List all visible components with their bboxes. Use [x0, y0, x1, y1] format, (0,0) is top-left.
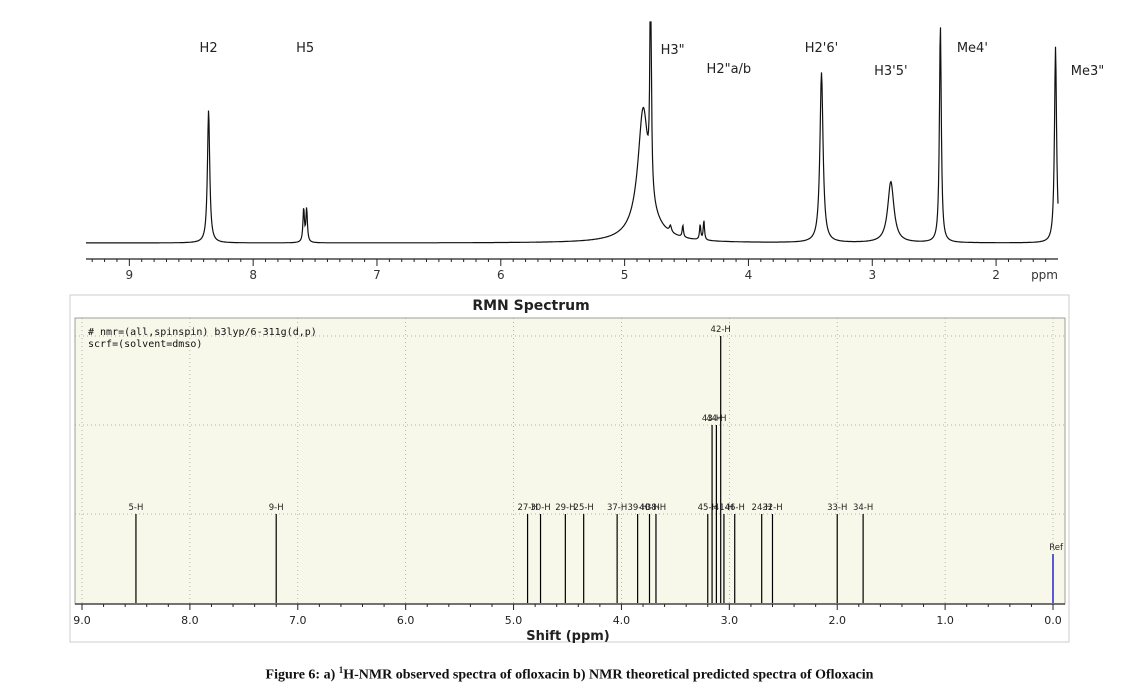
peak-label: Ref	[1049, 543, 1064, 553]
predicted-plot-area	[74, 317, 1066, 605]
caption-prefix: Figure 6: a)	[265, 667, 339, 683]
peak-label: H2"a/b	[707, 62, 752, 77]
peak-label: 38-H	[646, 503, 666, 513]
peak-label: H2'6'	[805, 41, 838, 56]
peak-label: 46-H	[725, 503, 745, 513]
peak-label: Me4'	[957, 41, 988, 56]
peak-label: 41-H	[714, 503, 734, 513]
caption-text: H-NMR observed spectra of ofloxacin b) N…	[343, 667, 874, 683]
peak-label: 5-H	[129, 503, 144, 513]
predicted-x-axis-label: Shift (ppm)	[526, 629, 610, 644]
tick-label: 9	[126, 268, 134, 282]
peak-label: Me3"	[1071, 64, 1104, 79]
tick-label: 9.0	[73, 614, 91, 627]
peak-label: 29-H	[555, 503, 575, 513]
peak-label: 45-H	[698, 503, 718, 513]
peak-label: 25-H	[574, 503, 594, 513]
predicted-grid	[75, 318, 1065, 604]
tick-label: 1.0	[936, 614, 954, 627]
tick-label: 5.0	[505, 614, 523, 627]
peak-label: H2	[200, 41, 218, 56]
tick-label: 2	[992, 268, 1000, 282]
peak-label: 33-H	[827, 503, 847, 513]
tick-label: 7.0	[289, 614, 307, 627]
predicted-peaks: 5-H 9-H 27-H30-H 29-H25-H 37-H 39-H40-H38-H 45…	[129, 325, 1064, 603]
peak-label: H3'5'	[874, 64, 907, 79]
figure-caption: Figure 6: a) 1H-NMR observed spectra of …	[0, 665, 1139, 684]
tick-label: 4	[745, 268, 753, 282]
peak-label: 32-H	[762, 503, 782, 513]
peak-label: 42-H	[711, 325, 731, 335]
tick-label: 3.0	[721, 614, 739, 627]
observed-peak-labels: H2 H5 H3" H2"a/b H2'6' H3'5' Me4' Me3"	[200, 41, 1105, 79]
observed-x-ticks: 9 8 7 6 5 4 3 2	[91, 259, 1047, 282]
tick-label: 4.0	[613, 614, 631, 627]
peak-label: 40-H	[639, 503, 659, 513]
peak-label: 24-H	[752, 503, 772, 513]
peak-label: 34-H	[853, 503, 873, 513]
method-annotation-line-2: scrf=(solvent=dmso)	[88, 339, 202, 350]
method-annotation-line-1: # nmr=(all,spinspin) b3lyp/6-311g(d,p)	[88, 327, 317, 338]
peak-label: 43-H	[702, 414, 722, 424]
predicted-x-ticks: 9.0 8.0 7.0 6.0 5.0 4.0 3.0 2.0 1.0 0.0	[73, 603, 1065, 627]
observed-spectrum-panel: H2 H5 H3" H2"a/b H2'6' H3'5' Me4' Me3" 9 8 7 6 5 4 3 2…	[86, 21, 1105, 282]
caption-superscript: 1	[338, 665, 344, 675]
tick-label: 6.0	[397, 614, 415, 627]
peak-label: 39-H	[627, 503, 647, 513]
tick-label: 8	[249, 268, 257, 282]
tick-label: 0.0	[1044, 614, 1062, 627]
peak-label: H3"	[661, 43, 685, 58]
tick-label: 5	[621, 268, 629, 282]
tick-label: 2.0	[828, 614, 846, 627]
tick-label: 3	[868, 268, 876, 282]
observed-x-axis-label: ppm	[1031, 268, 1058, 282]
tick-label: 6	[497, 268, 505, 282]
tick-label: 7	[373, 268, 381, 282]
peak-label: 44-H	[706, 414, 726, 424]
peak-label: 30-H	[530, 503, 550, 513]
peak-label: H5	[296, 41, 314, 56]
predicted-chart-title: RMN Spectrum	[472, 298, 589, 314]
tick-label: 8.0	[181, 614, 199, 627]
predicted-spectrum-panel: RMN Spectrum # nmr=(all,spinspin) b3lyp/…	[69, 294, 1070, 644]
observed-spectrum-trace	[86, 21, 1059, 244]
peak-label: 37-H	[607, 503, 627, 513]
peak-label: 9-H	[269, 503, 284, 513]
peak-label: 27-H	[517, 503, 537, 513]
